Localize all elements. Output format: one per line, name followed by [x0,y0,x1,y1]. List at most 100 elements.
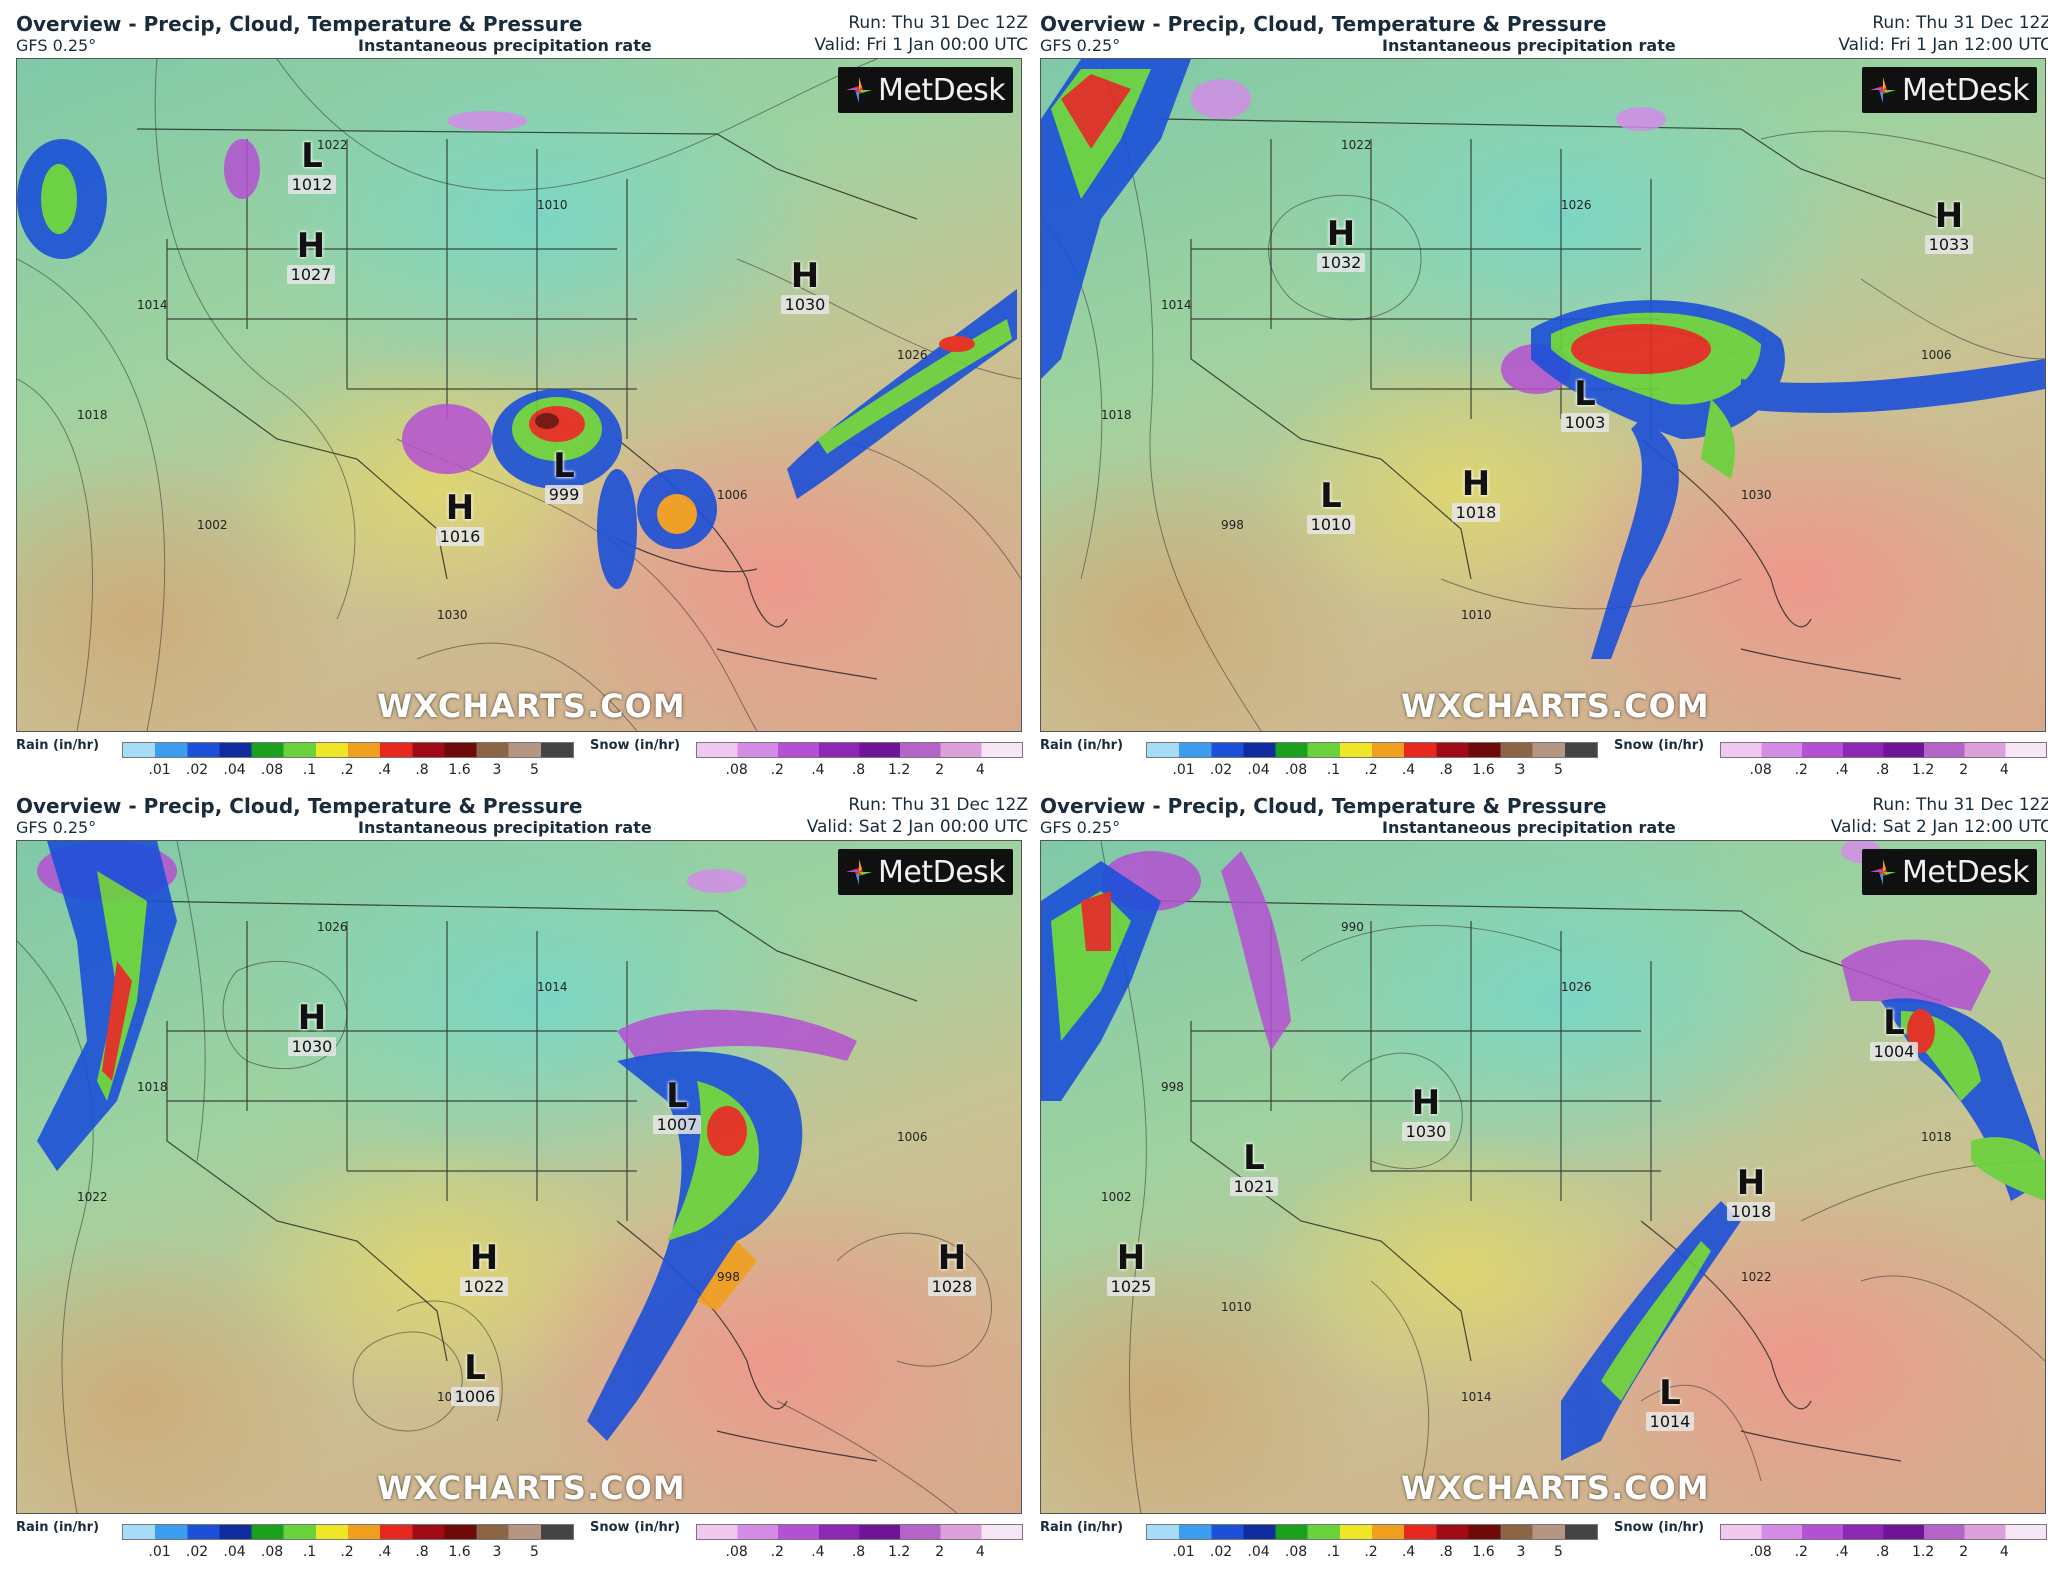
pressure-high-marker: H 1030 [1396,1086,1456,1141]
isobars [17,841,992,1513]
pressure-value: 1030 [1401,1122,1451,1141]
run-time: Run: Thu 31 Dec 12Z [1872,13,2048,33]
isobar-label: 1018 [77,408,108,422]
model-name: GFS 0.25° [16,818,97,837]
isobar-label: 1010 [537,198,568,212]
isobar-label: 1010 [1461,608,1492,622]
pressure-system-type: L [1243,1138,1265,1178]
field-name: Instantaneous precipitation rate [358,818,652,837]
rain-tick-label: .8 [415,1544,429,1560]
pressure-low-marker: L 1004 [1864,1006,1924,1061]
pressure-system-type: L [553,446,575,486]
isobar-label: 1030 [437,608,468,622]
snow-tick-label: .2 [1794,1544,1808,1560]
rain-tick-label: 3 [492,1544,502,1560]
snow-tick-label: 4 [1999,1544,2009,1560]
rain-tick-label: .2 [340,1544,354,1560]
isobar-label: 1006 [717,488,748,502]
precip-legend: Rain (in/hr) .01 .02 .04 .08 .1 .2 .4 .8 1.6 3 5 S… [1034,1520,2048,1570]
rain-tick-label: .04 [223,1544,246,1560]
rain-tick-label: .1 [1326,762,1341,778]
pressure-high-marker: H 1025 [1101,1241,1161,1296]
valid-time: Valid: Sat 2 Jan 12:00 UTC [1830,817,2048,837]
panel-title: Overview - Precip, Cloud, Temperature & … [1040,12,1607,36]
rain-tick-label: .1 [1326,1544,1341,1560]
snow-tick-label: .8 [1875,1544,1890,1560]
rain-tick-label: 5 [530,762,539,778]
pressure-value: 1030 [287,1037,337,1056]
watermark: WXCHARTS.COM [377,1469,686,1507]
map-features: 998 1002 990 1026 1022 1018 1014 1010 [1041,841,2045,1513]
pressure-value: 1010 [1306,515,1356,534]
rain-areas [17,139,1017,589]
rain-tick-label: .2 [1364,762,1378,778]
logo-text: MetDesk [1902,73,2030,108]
metdesk-logo-icon [846,859,872,885]
isobar-label: 1002 [1101,1190,1132,1204]
rain-tick-label: .01 [1172,1544,1195,1560]
rain-tick-label: .08 [260,762,284,778]
pressure-system-type: H [296,226,326,266]
rain-color-scale [1146,742,1598,758]
pressure-value: 1030 [780,295,830,314]
pressure-system-type: L [1574,374,1596,414]
rain-tick-label: .4 [377,762,392,778]
rain-tick-label: 3 [1516,762,1526,778]
borders [1160,118,1942,680]
metdesk-logo-icon [846,77,872,103]
pressure-system-type: L [666,1076,688,1116]
snow-tick-label: .4 [1835,1544,1849,1560]
isobar-label: 1010 [1221,1300,1252,1314]
snow-legend-label: Snow (in/hr) [590,1520,681,1535]
pressure-high-marker: H 1018 [1446,467,1506,522]
rain-tick-label: .04 [223,762,246,778]
isobar-label: 998 [1161,1080,1184,1094]
snow-tick-label: 2 [935,1544,945,1560]
snow-color-scale [1720,1524,2047,1540]
snow-areas [224,111,527,474]
snow-tick-label: .08 [725,762,748,778]
valid-time: Valid: Fri 1 Jan 00:00 UTC [814,35,1028,55]
pressure-value: 1018 [1726,1202,1776,1221]
pressure-value: 1032 [1316,253,1366,272]
rain-tick-label: .01 [1172,762,1195,778]
pressure-system-type: H [1326,214,1356,254]
pressure-system-type: H [1736,1163,1766,1203]
pressure-value: 999 [544,485,584,504]
rain-tick-label: 5 [1554,762,1563,778]
pressure-high-marker: H 1027 [281,229,341,284]
logo-text: MetDesk [878,73,1006,108]
snow-color-scale [1720,742,2047,758]
weather-map: 998 1002 990 1026 1022 1018 1014 1010 MetDesk L… [1040,840,2046,1514]
map-features: 1018 1022 1026 1014 998 1006 1030 [17,841,992,1513]
pressure-value: 1004 [1869,1042,1919,1061]
snow-tick-label: 4 [975,1544,985,1560]
metdesk-logo-icon [1870,77,1896,103]
isobar-label: 1022 [317,138,348,152]
pressure-system-type: H [1411,1083,1441,1123]
isobar-label: 1026 [1561,980,1592,994]
rain-tick-label: .02 [1209,1544,1233,1560]
precip-legend: Rain (in/hr) .01 .02 .04 .08 .1 .2 .4 .8 1.6 3 5 S… [1034,738,2048,788]
isobar-label: 1026 [897,348,928,362]
pressure-low-marker: L 1007 [647,1079,707,1134]
field-name: Instantaneous precipitation rate [1382,36,1676,55]
panel-title: Overview - Precip, Cloud, Temperature & … [1040,794,1607,818]
isobar-label: 1022 [1341,138,1372,152]
watermark: WXCHARTS.COM [377,687,686,725]
pressure-low-marker: L 1003 [1555,377,1615,432]
weather-map: 1014 1018 1022 1010 1006 1026 1030 1002 MetDesk… [16,58,1022,732]
panel-title: Overview - Precip, Cloud, Temperature & … [16,12,583,36]
pressure-high-marker: H 1028 [922,1241,982,1296]
panel-header: Overview - Precip, Cloud, Temperature & … [1034,790,2048,840]
rain-tick-label: .08 [1284,762,1308,778]
snow-tick-label: 1.2 [887,1544,911,1560]
pressure-value: 1033 [1924,235,1974,254]
isobar-label: 1002 [197,518,228,532]
run-time: Run: Thu 31 Dec 12Z [848,795,1028,815]
rain-tick-label: .8 [415,762,429,778]
rain-tick-label: 1.6 [448,762,471,778]
map-panel-1: Overview - Precip, Cloud, Temperature & … [10,8,1030,788]
map-features: 1014 1018 1022 1010 1006 1026 1030 1002 [17,59,1021,731]
isobar-label: 998 [717,1270,740,1284]
